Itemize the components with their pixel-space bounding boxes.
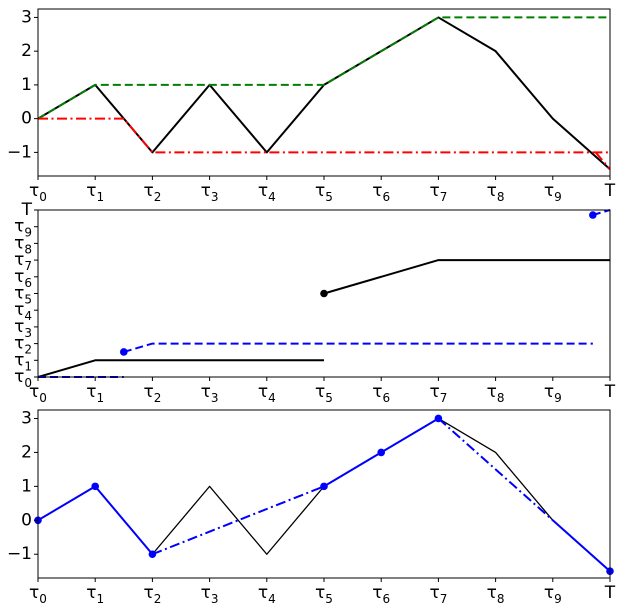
x-tick-label: τ3 [201,583,219,606]
data-point-marker-2 [120,348,128,356]
axes-frame [37,8,611,177]
x-tick-label: τ1 [86,181,104,204]
chart-panel-1: τ0 τ1 τ2 τ3 τ4 τ5 τ6 τ7 τ8 τ9 T −1 0 1 2 3 [7,7,616,204]
y-tick-label: 2 [21,41,32,61]
y-tick-label: −1 [7,142,32,162]
x-tick-label: τ3 [201,181,219,204]
plot-area [38,417,610,572]
x-tick-label: τ2 [143,583,161,606]
x-tick-label: τ7 [429,583,447,606]
x-tick-label: τ7 [429,181,447,204]
x-tick-label: τ2 [143,181,161,204]
x-tick-label: τ8 [487,181,505,204]
x-tick-label: τ1 [86,583,104,606]
x-tick-label: τ5 [315,583,333,606]
series-line-4 [594,151,610,170]
x-tick-label: T [604,583,616,603]
y-tick-label: 2 [21,442,32,462]
data-point-marker-2 [91,482,99,491]
data-point-marker-4 [320,482,328,491]
data-point-marker-3 [148,550,157,559]
series-line-3 [38,117,610,154]
x-tick-label: τ7 [429,382,447,405]
series-line-2 [38,16,610,120]
y-tick-label: τ9 [14,217,32,240]
y-tick-label: τ4 [14,300,32,323]
data-point-marker-5 [377,448,386,457]
y-tick-label: τ2 [14,334,32,357]
x-tick-label: τ0 [29,181,47,204]
data-point-marker-6 [434,414,443,423]
y-tick-label: τ0 [14,367,32,390]
x-tick-label: τ4 [258,382,276,405]
x-tick-label: τ5 [315,382,333,405]
series-line-1 [38,16,610,170]
x-tick-label: τ6 [372,181,390,204]
x-tick-label: τ6 [372,583,390,606]
y-tick-label: τ8 [14,233,32,256]
series-line-2 [323,259,610,295]
x-tick-label: T [604,382,616,402]
series-line-6 [552,519,610,572]
series-line-3 [152,485,325,556]
y-tick-label: 0 [21,109,32,129]
x-tick-label: T [604,181,616,201]
y-tick-label: τ5 [14,284,32,307]
x-tick-label: τ8 [487,583,505,606]
x-tick-label: τ0 [29,583,47,606]
x-tick-label: τ4 [258,583,276,606]
x-tick-label: τ5 [315,181,333,204]
y-tick-label: τ1 [14,350,32,373]
y-tick-label: τ7 [14,250,32,273]
data-point-marker-3 [589,211,597,219]
y-tick-label: τ3 [14,317,32,340]
x-tick-label: τ9 [544,583,562,606]
y-tick-label: 3 [21,7,32,27]
series-line-4 [123,342,593,353]
data-point-marker-1 [320,289,328,298]
plot-area [38,16,610,170]
series-line-2 [38,485,154,555]
x-tick-label: τ2 [143,382,161,405]
series-line-5 [437,417,554,522]
x-tick-label: τ9 [544,382,562,405]
chart-panel-2: τ0 τ1 τ2 τ3 τ4 τ5 τ6 τ7 τ8 τ9 Tτ0τ1τ2τ3τ4τ5τ6τ7τ8τ… [14,200,616,405]
y-tick-label: 3 [21,408,32,428]
chart-panel-3: τ0 τ1 τ2 τ3 τ4 τ5 τ6 τ7 τ8 τ9 T −1 0 1 2 3 [7,408,616,606]
series-line-1 [38,359,324,378]
y-tick-label: 0 [21,510,32,530]
x-tick-label: τ4 [258,181,276,204]
x-tick-label: τ8 [487,382,505,405]
y-tick-label: τ6 [14,267,32,290]
x-tick-label: τ1 [86,382,104,405]
x-tick-label: τ3 [201,382,219,405]
x-tick-label: τ9 [544,181,562,204]
y-tick-label: 1 [21,75,32,95]
x-tick-label: τ6 [372,382,390,405]
x-tick-label: τ0 [29,382,47,405]
y-tick-label: −1 [7,544,32,564]
y-tick-label: 1 [21,476,32,496]
y-tick-label: T [21,200,33,220]
